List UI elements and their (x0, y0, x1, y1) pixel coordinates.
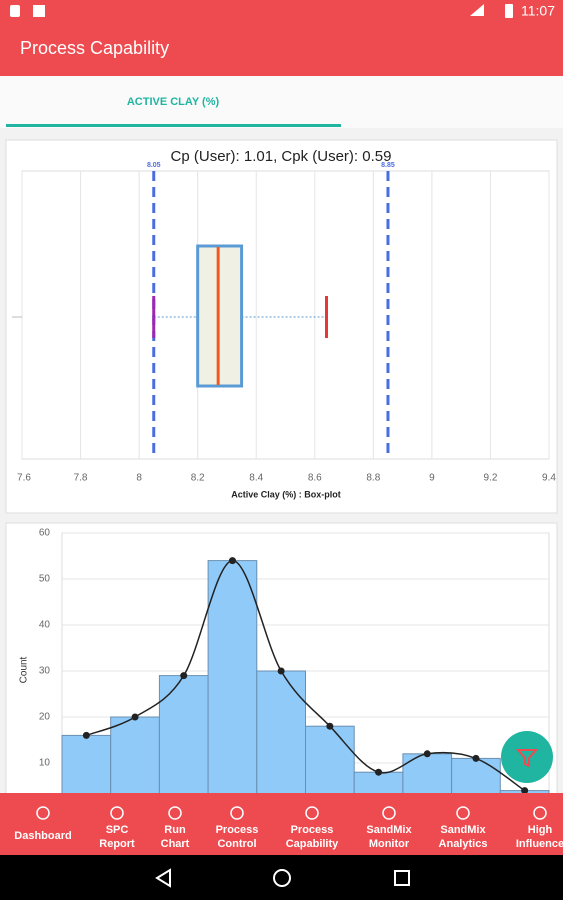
curve-point (472, 754, 480, 762)
tab-indicator (6, 124, 341, 127)
curve-point (277, 667, 285, 675)
nav-icon (36, 806, 50, 820)
curve-point (228, 557, 236, 565)
nav-label[interactable]: Monitor (369, 838, 410, 850)
y-tick-label: 30 (39, 666, 51, 677)
x-axis-label: Active Clay (%) : Box-plot (231, 489, 341, 499)
app-title: Process Capability (20, 38, 169, 58)
nav-label[interactable]: Influence (516, 838, 563, 850)
nav-icon (168, 806, 182, 820)
y-tick-label: 40 (39, 620, 51, 631)
x-tick-label: 8.6 (308, 473, 322, 484)
density-curve (86, 559, 526, 792)
box-plot-card (5, 139, 558, 514)
bar (256, 670, 306, 810)
curve-point (131, 713, 139, 721)
nav-label[interactable]: Report (99, 838, 135, 850)
nav-label[interactable]: Process (216, 824, 259, 836)
signal-icon (470, 4, 484, 16)
tab-bar (0, 76, 563, 128)
back-button[interactable] (155, 868, 171, 888)
nav-label[interactable]: SPC (106, 824, 129, 836)
nav-icon (382, 806, 396, 820)
nav-label[interactable]: Run (164, 824, 186, 836)
curve-point (326, 722, 334, 730)
nav-label[interactable]: Dashboard (14, 830, 71, 842)
nav-label[interactable]: Chart (161, 838, 190, 850)
y-tick-label: 10 (39, 758, 51, 769)
x-tick-label: 8 (136, 473, 142, 484)
y-tick-label: 20 (39, 712, 51, 723)
nav-label[interactable]: Control (217, 838, 256, 850)
x-tick-label: 8.4 (249, 473, 263, 484)
x-tick-label: 9 (429, 473, 435, 484)
bottom-nav: Dashboard SPC Report Run Chart Process Control… (0, 793, 563, 855)
x-tick-label: 7.8 (74, 473, 88, 484)
nav-icon (305, 806, 319, 820)
nav-icon (456, 806, 470, 820)
nav-label[interactable]: SandMix (440, 824, 486, 836)
nav-icon (110, 806, 124, 820)
x-tick-label: 9.2 (483, 473, 497, 484)
battery-icon (505, 4, 513, 18)
x-tick-label: 9.4 (542, 473, 556, 484)
nav-icon (230, 806, 244, 820)
fab[interactable] (501, 731, 553, 783)
nav-label[interactable]: Analytics (439, 838, 488, 850)
content: 11:07 Process Capability ACTIVE CLAY (%)… (0, 0, 563, 814)
spec-limit-label: 8.85 (381, 162, 395, 169)
status-icon (33, 5, 45, 17)
app-bar (0, 0, 563, 76)
bar (207, 560, 258, 810)
x-tick-label: 7.6 (17, 473, 31, 484)
nav-icon (533, 806, 547, 820)
curve-point (423, 750, 431, 758)
tab[interactable]: ACTIVE CLAY (%) (127, 96, 220, 108)
y-tick-label: 50 (39, 574, 51, 585)
x-tick-label: 8.2 (191, 473, 205, 484)
x-tick-label: 8.8 (366, 473, 380, 484)
recents-button[interactable] (394, 870, 410, 886)
curve-point (180, 672, 188, 680)
bar (158, 675, 209, 810)
y-tick-label: 60 (39, 528, 51, 539)
chart-title: Cp (User): 1.01, Cpk (User): 0.59 (171, 148, 392, 165)
status-icon (10, 5, 20, 17)
filter-button[interactable] (501, 731, 553, 783)
system-nav (0, 855, 563, 900)
home-button[interactable] (273, 869, 291, 887)
curve-point (521, 787, 529, 795)
nav-label[interactable]: Process (291, 824, 334, 836)
nav-label[interactable]: High (528, 824, 553, 836)
y-axis-label: Count (19, 656, 30, 683)
filter-icon (515, 749, 539, 768)
nav-label[interactable]: SandMix (366, 824, 412, 836)
status-time: 11:07 (521, 3, 555, 19)
curve-point (82, 731, 90, 739)
nav-label[interactable]: Capability (286, 838, 339, 850)
spec-limit-label: 8.05 (147, 162, 161, 169)
bottom-nav-bar (0, 793, 563, 855)
curve-point (375, 768, 383, 776)
